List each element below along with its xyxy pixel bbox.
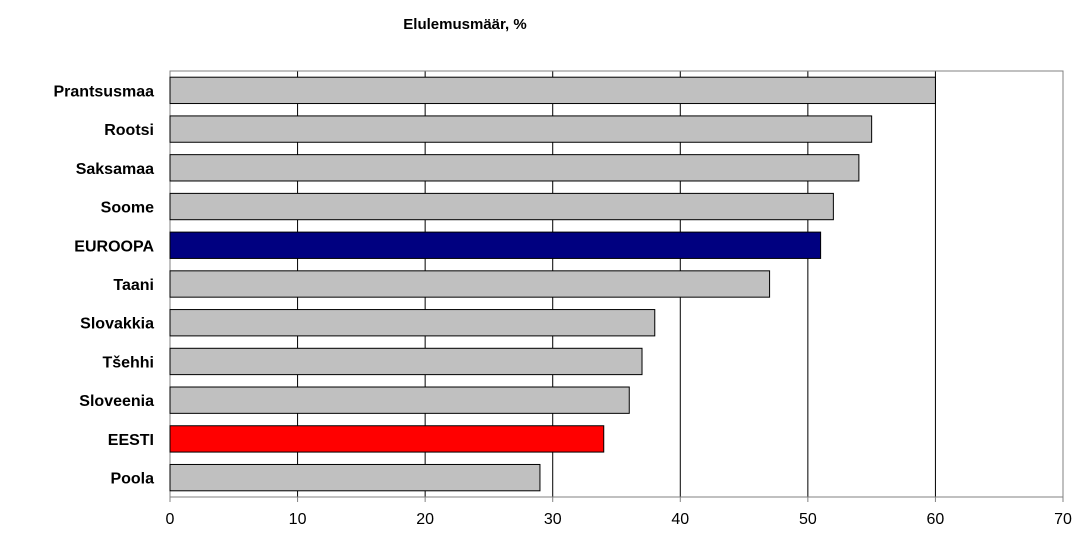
bar-saksamaa [169,154,860,182]
category-label: Poola [110,471,154,488]
x-tick-label: 10 [289,511,307,528]
x-tick-label: 60 [927,511,945,528]
x-tick-label: 30 [544,511,562,528]
category-label: Sloveenia [79,393,154,410]
x-tick-label: 70 [1054,511,1072,528]
x-tick-label: 40 [671,511,689,528]
x-axis: 0 10 20 30 40 50 60 70 [166,497,1072,528]
bar-rootsi [169,115,873,143]
bar-sloveenia [169,386,630,414]
category-label: Taani [113,277,154,294]
category-label: EUROOPA [74,238,154,255]
x-tick-label: 0 [166,511,175,528]
category-label: Prantsusmaa [54,83,155,100]
category-label: Slovakkia [80,316,154,333]
x-tick-label: 20 [416,511,434,528]
category-label: Rootsi [104,122,154,139]
chart-title: Elulemusmäär, % [403,16,527,33]
bar-slovakkia [169,309,656,337]
bars [169,76,936,492]
bar-taani [169,270,771,298]
category-label: Soome [101,200,154,217]
bar-prantsusmaa [169,76,936,105]
category-labels: Prantsusmaa Rootsi Saksamaa Soome EUROOPA Taa… [54,83,155,487]
bar-poola [169,463,541,492]
category-label: EESTI [108,432,154,449]
bar-euroopa [169,231,822,259]
category-label: Saksamaa [76,161,154,178]
bar-eesti [169,425,605,453]
bar-tšehhi [169,347,643,376]
category-label: Tšehhi [102,354,154,371]
bar-soome [169,192,834,221]
x-tick-label: 50 [799,511,817,528]
